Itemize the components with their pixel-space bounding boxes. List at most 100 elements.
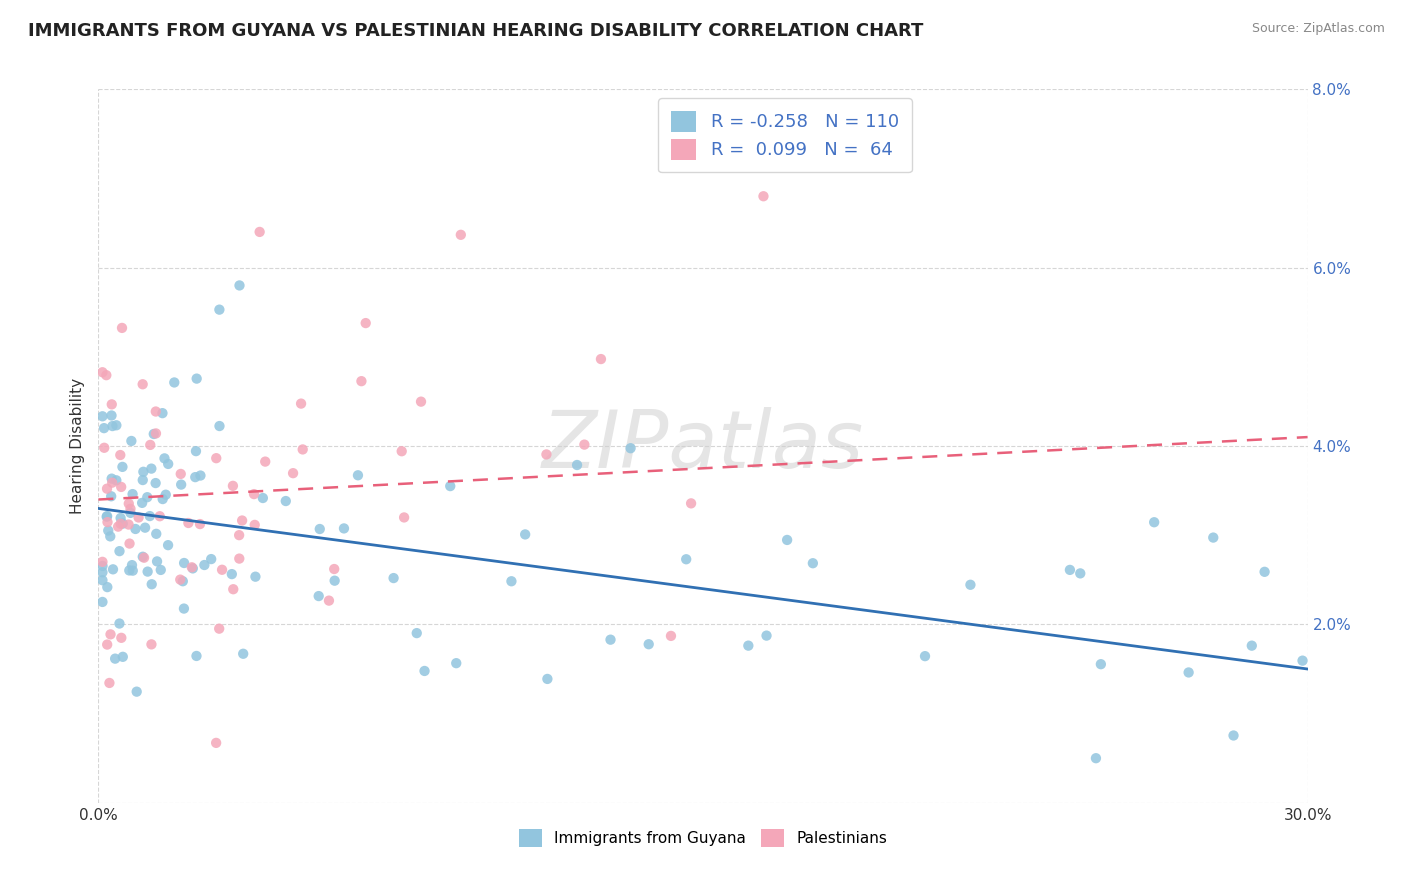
Point [132,550,155,565]
Point [110,448,132,462]
Point [136,490,159,504]
Point [184,444,207,458]
Point [323,562,346,576]
Point [281,466,304,480]
Point [675,552,697,566]
Point [290,396,312,410]
Point [245,570,267,584]
Point [439,479,461,493]
Point [619,441,641,455]
Point [111,649,134,664]
Point [776,533,799,547]
Point [110,480,132,494]
Point [737,639,759,653]
Point [637,637,659,651]
Point [249,225,271,239]
Point [308,589,330,603]
Point [107,519,129,533]
Point [184,470,207,484]
Point [659,629,682,643]
Point [105,418,128,433]
Point [170,467,193,481]
Point [243,487,266,501]
Point [450,227,472,242]
Point [134,521,156,535]
Point [228,528,250,542]
Point [111,459,134,474]
Point [118,564,141,578]
Point [752,189,775,203]
Point [93,421,115,435]
Point [172,574,194,589]
Point [152,406,174,420]
Point [100,472,122,486]
Point [141,577,163,591]
Point [755,629,778,643]
Point [104,651,127,665]
Point [91,558,114,573]
Point [409,394,432,409]
Point [157,457,180,471]
Point [91,573,114,587]
Point [1084,751,1107,765]
Point [121,564,143,578]
Legend: Immigrants from Guyana, Palestinians: Immigrants from Guyana, Palestinians [506,816,900,859]
Point [232,647,254,661]
Point [124,522,146,536]
Point [914,649,936,664]
Point [181,561,204,575]
Point [190,468,212,483]
Point [125,684,148,698]
Point [100,489,122,503]
Point [193,558,215,572]
Point [91,409,114,424]
Point [131,496,153,510]
Point [382,571,405,585]
Point [186,371,208,385]
Point [515,527,537,541]
Point [120,506,142,520]
Point [180,560,202,574]
Point [413,664,436,678]
Point [145,404,167,418]
Point [153,451,176,466]
Point [1291,654,1313,668]
Point [101,475,124,490]
Point [142,427,165,442]
Point [96,638,118,652]
Point [101,562,124,576]
Text: IMMIGRANTS FROM GUYANA VS PALESTINIAN HEARING DISABILITY CORRELATION CHART: IMMIGRANTS FROM GUYANA VS PALESTINIAN HE… [28,22,924,40]
Point [132,473,155,487]
Point [110,516,132,531]
Point [96,580,118,594]
Point [145,426,167,441]
Point [347,468,370,483]
Text: Source: ZipAtlas.com: Source: ZipAtlas.com [1251,22,1385,36]
Point [333,521,356,535]
Point [536,447,558,461]
Point [141,637,163,651]
Point [208,302,231,317]
Point [93,441,115,455]
Point [139,509,162,524]
Point [96,509,118,524]
Point [111,321,134,335]
Point [98,529,121,543]
Point [177,516,200,530]
Point [208,419,231,434]
Point [801,556,824,570]
Point [96,482,118,496]
Point [1202,531,1225,545]
Point [1177,665,1199,680]
Point [169,573,191,587]
Point [145,476,167,491]
Point [132,465,155,479]
Point [323,574,346,588]
Point [110,511,132,525]
Point [274,494,297,508]
Point [96,515,118,529]
Point [574,437,596,451]
Point [100,409,122,423]
Point [145,526,167,541]
Point [228,551,250,566]
